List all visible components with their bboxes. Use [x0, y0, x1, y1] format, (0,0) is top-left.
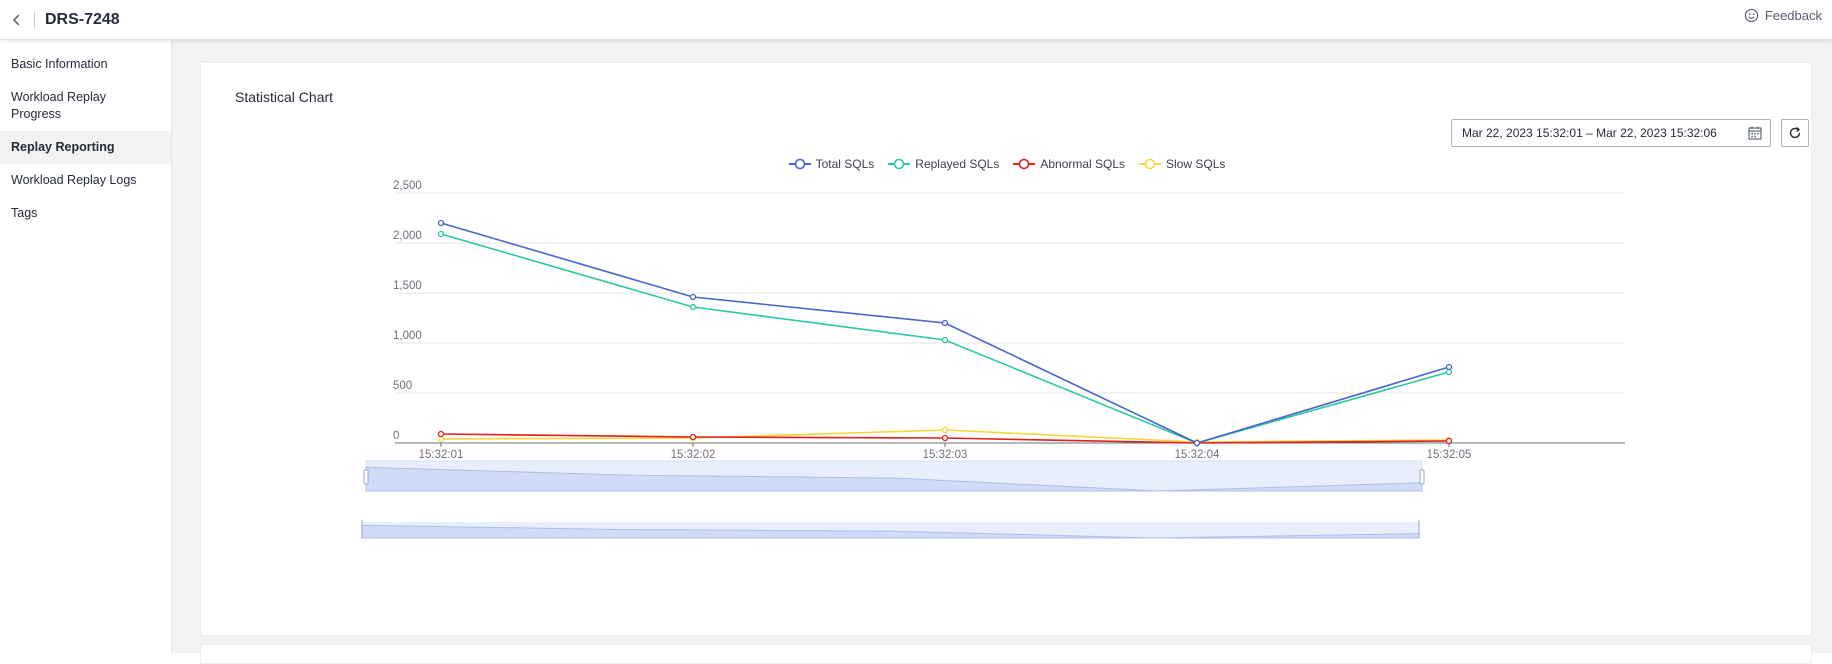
legend-label: Total SQLs [815, 157, 875, 171]
sidebar-item-replay-reporting[interactable]: Replay Reporting [0, 131, 171, 164]
data-point [689, 433, 697, 441]
y-tick-label: 500 [393, 380, 412, 392]
legend-item-2[interactable]: Abnormal SQLs [1013, 157, 1125, 171]
data-point [689, 293, 697, 301]
secondary-card [200, 644, 1812, 664]
data-point [1193, 439, 1201, 447]
x-tick-label: 15:32:02 [671, 449, 716, 461]
y-tick-label: 1,500 [393, 280, 422, 292]
legend-item-0[interactable]: Total SQLs [788, 157, 875, 171]
data-point [941, 319, 949, 327]
data-point [437, 230, 445, 238]
data-point [437, 219, 445, 227]
legend-item-3[interactable]: Slow SQLs [1139, 157, 1225, 171]
chevron-left-icon [12, 13, 20, 26]
back-button[interactable] [2, 5, 32, 35]
sidebar-item-basic-information[interactable]: Basic Information [11, 57, 108, 71]
sidebar: Basic Information Workload Replay Progre… [0, 40, 172, 653]
x-tick-label: 15:32:05 [1427, 449, 1472, 461]
data-point [689, 303, 697, 311]
legend-item-1[interactable]: Replayed SQLs [888, 157, 999, 171]
refresh-button[interactable] [1781, 119, 1809, 147]
zoom-slider-preview [365, 466, 1423, 492]
calendar-icon [1748, 126, 1762, 140]
data-point [941, 434, 949, 442]
legend-label: Replayed SQLs [915, 157, 1000, 171]
y-tick-label: 0 [393, 430, 399, 442]
y-tick-label: 2,000 [393, 230, 422, 242]
x-tick-label: 15:32:01 [419, 449, 464, 461]
data-point [941, 426, 949, 434]
line-chart: 0 500 1,000 1,500 2,000 2,500 15:32:01 15:32:02… [361, 180, 1625, 539]
date-range-value: Mar 22, 2023 15:32:01 – Mar 22, 2023 15:… [1462, 126, 1717, 140]
data-point [1445, 368, 1453, 376]
chart-legend: Total SQLs Replayed SQLs Abnormal SQLs Slow… [201, 157, 1813, 171]
data-point [941, 336, 949, 344]
date-range-picker[interactable]: Mar 22, 2023 15:32:01 – Mar 22, 2023 15:… [1451, 119, 1771, 147]
data-point [437, 435, 445, 443]
data-point [437, 430, 445, 438]
data-point [1445, 437, 1453, 445]
x-tick-label: 15:32:03 [923, 449, 968, 461]
sidebar-item-tags[interactable]: Tags [11, 206, 38, 220]
y-tick-label: 2,500 [393, 180, 422, 192]
feedback-label: Feedback [1764, 8, 1822, 23]
smile-icon [1744, 8, 1759, 23]
card-title: Statistical Chart [235, 89, 334, 105]
sidebar-item-workload-replay-progress[interactable]: Workload Replay Progress [11, 90, 106, 121]
zoom-handle-right [1419, 469, 1425, 485]
feedback-link[interactable]: Feedback [1744, 8, 1822, 23]
data-point [1445, 363, 1453, 371]
y-tick-label: 1,000 [393, 330, 422, 342]
x-tick-label: 15:32:04 [1175, 449, 1220, 461]
legend-label: Slow SQLs [1166, 157, 1226, 171]
top-bar: DRS-7248 Feedback [0, 0, 1832, 40]
refresh-icon [1789, 126, 1801, 139]
sidebar-item-workload-replay-logs[interactable]: Workload Replay Logs [11, 173, 137, 187]
main-content: Statistical Chart Mar 22, 2023 15:32:01 … [172, 40, 1832, 664]
series-line-0 [440, 222, 1450, 444]
zoom-handle-left [363, 469, 369, 485]
statistical-chart-card: Statistical Chart Mar 22, 2023 15:32:01 … [200, 62, 1812, 636]
title-divider [34, 11, 35, 28]
legend-label: Abnormal SQLs [1040, 157, 1126, 171]
page-title: DRS-7248 [45, 10, 120, 28]
